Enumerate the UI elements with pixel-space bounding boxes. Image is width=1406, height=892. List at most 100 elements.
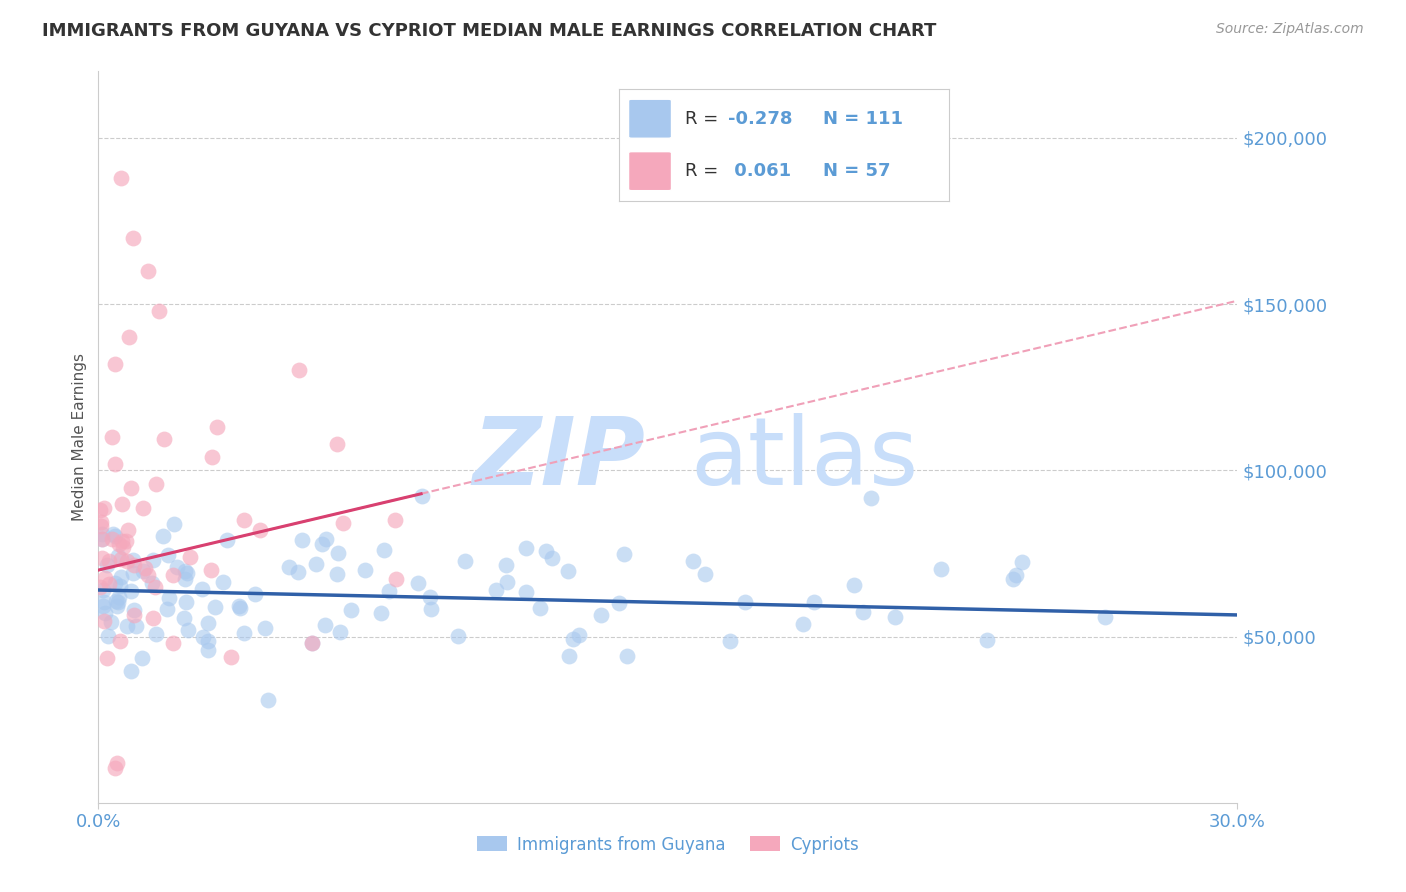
Point — [94, 606, 117, 620]
Point — [976, 633, 998, 648]
Point — [142, 553, 165, 567]
Point — [110, 570, 132, 584]
Text: 0.061: 0.061 — [728, 161, 790, 179]
Point — [107, 756, 129, 770]
Point — [557, 564, 579, 578]
Point — [108, 579, 131, 593]
Point — [278, 560, 301, 574]
Point — [257, 692, 280, 706]
Point — [253, 621, 276, 635]
Point — [101, 532, 124, 546]
Point — [174, 595, 197, 609]
Point — [111, 533, 134, 548]
Point — [562, 632, 585, 646]
Point — [132, 564, 155, 578]
Point — [115, 619, 138, 633]
Point — [291, 533, 314, 547]
Text: N = 111: N = 111 — [824, 110, 904, 128]
Point — [117, 523, 139, 537]
Text: IMMIGRANTS FROM GUYANA VS CYPRIOT MEDIAN MALE EARNINGS CORRELATION CHART: IMMIGRANTS FROM GUYANA VS CYPRIOT MEDIAN… — [42, 22, 936, 40]
Point — [212, 575, 235, 590]
Point — [803, 595, 825, 609]
Point — [288, 363, 311, 377]
Point — [107, 595, 129, 609]
Point — [233, 625, 256, 640]
Point — [156, 601, 179, 615]
Point — [245, 587, 267, 601]
FancyBboxPatch shape — [628, 99, 672, 138]
Point — [228, 599, 250, 613]
Point — [695, 566, 717, 581]
Point — [91, 527, 114, 541]
Point — [419, 590, 441, 604]
Point — [384, 513, 406, 527]
Point — [326, 546, 349, 560]
Point — [326, 436, 349, 450]
Point — [105, 593, 128, 607]
Point — [495, 574, 517, 589]
Point — [408, 576, 430, 591]
Point — [485, 582, 508, 597]
Point — [89, 580, 111, 594]
Point — [96, 651, 118, 665]
Point — [90, 518, 112, 533]
Point — [1001, 572, 1024, 586]
Point — [145, 627, 167, 641]
Point — [134, 561, 156, 575]
Point — [152, 529, 174, 543]
Point — [305, 557, 328, 571]
Point — [193, 631, 215, 645]
Point — [200, 563, 222, 577]
Point — [108, 537, 131, 551]
Point — [515, 541, 537, 555]
Point — [233, 512, 256, 526]
Point — [301, 636, 323, 650]
Y-axis label: Median Male Earnings: Median Male Earnings — [72, 353, 87, 521]
Point — [370, 606, 392, 620]
Point — [419, 602, 441, 616]
Point — [93, 595, 115, 609]
Text: N = 57: N = 57 — [824, 161, 891, 179]
Point — [107, 549, 129, 563]
Point — [329, 624, 352, 639]
Point — [112, 540, 135, 554]
Point — [197, 643, 219, 657]
Point — [197, 616, 219, 631]
Point — [104, 761, 127, 775]
Point — [93, 615, 115, 629]
Point — [108, 634, 131, 648]
Point — [311, 537, 333, 551]
Point — [142, 611, 165, 625]
Text: atlas: atlas — [690, 413, 920, 505]
Point — [125, 619, 148, 633]
Point — [860, 491, 883, 505]
Point — [122, 553, 145, 567]
Point — [91, 582, 114, 597]
Point — [842, 578, 865, 592]
Point — [613, 547, 636, 561]
Point — [91, 532, 114, 546]
Text: ZIP: ZIP — [472, 413, 645, 505]
Point — [152, 432, 174, 446]
Point — [97, 629, 120, 643]
FancyBboxPatch shape — [628, 152, 672, 191]
Point — [166, 560, 188, 574]
Point — [174, 573, 197, 587]
Point — [207, 420, 229, 434]
Text: R =: R = — [685, 161, 724, 179]
Point — [122, 603, 145, 617]
Point — [249, 524, 271, 538]
Point — [301, 636, 323, 650]
Point — [93, 500, 115, 515]
Legend: Immigrants from Guyana, Cypriots: Immigrants from Guyana, Cypriots — [470, 829, 866, 860]
Point — [314, 618, 336, 632]
Point — [157, 591, 180, 606]
Point — [115, 534, 138, 549]
Point — [104, 357, 127, 371]
Point — [177, 623, 200, 637]
Point — [98, 576, 121, 591]
Point — [718, 633, 741, 648]
Point — [96, 558, 118, 573]
Point — [120, 584, 142, 599]
Point — [110, 170, 132, 185]
